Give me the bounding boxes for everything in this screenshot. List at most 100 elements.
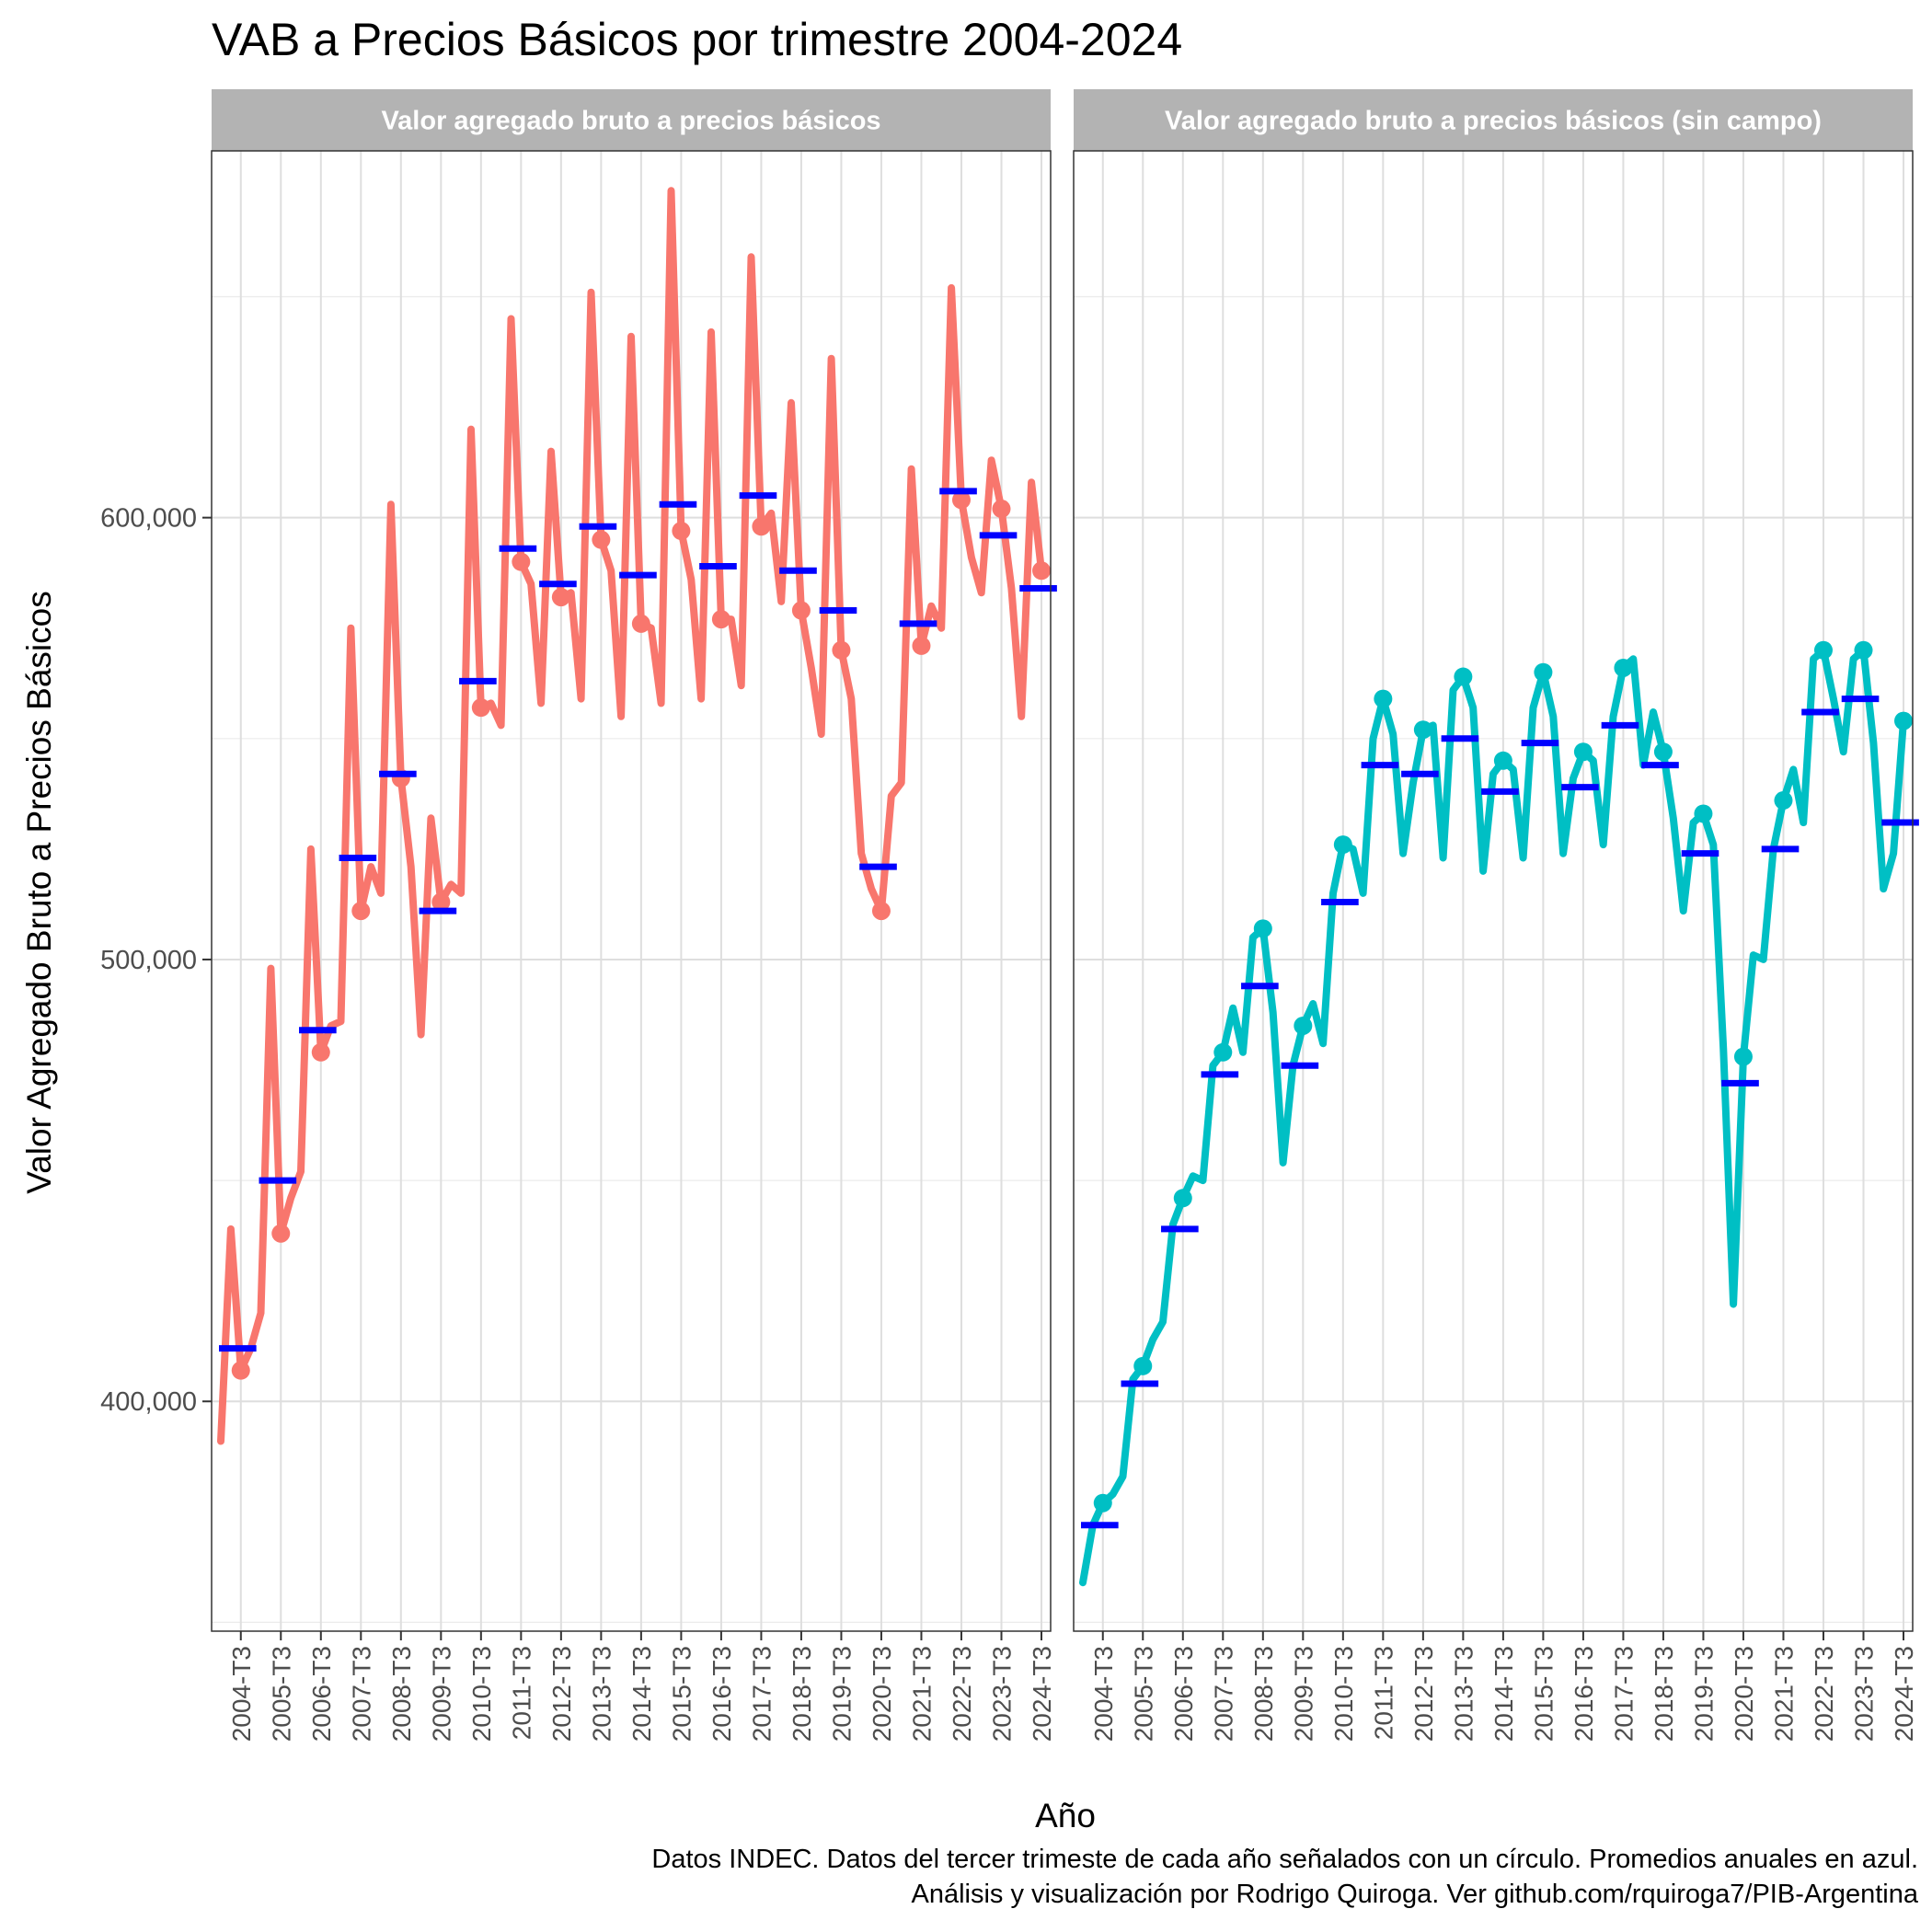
q3-point [311,1042,330,1062]
x-tick-label: 2004-T3 [1089,1646,1118,1742]
x-tick-label: 2015-T3 [667,1646,696,1742]
q3-point [1333,835,1352,855]
y-axis-title: Valor Agregado Bruto a Precios Básicos [20,591,58,1193]
x-tick-label: 2024-T3 [1028,1646,1056,1742]
q3-point [271,1224,291,1243]
caption-line-2: Análisis y visualización por Rodrigo Qui… [911,1880,1918,1909]
q3-point [1573,742,1593,762]
x-tick-label: 2022-T3 [1810,1646,1838,1742]
q3-point [1454,667,1473,686]
x-tick-label: 2021-T3 [907,1646,936,1742]
x-tick-label: 2019-T3 [827,1646,856,1742]
q3-point [1614,658,1633,677]
q3-point [791,601,811,620]
x-tick-label: 2022-T3 [948,1646,976,1742]
x-tick-label: 2011-T3 [1369,1646,1397,1740]
x-tick-label: 2010-T3 [467,1646,496,1742]
x-tick-label: 2013-T3 [587,1646,615,1742]
q3-point [551,588,570,607]
q3-point [1653,742,1673,762]
panel-2: Valor agregado bruto a precios básicos (… [1073,89,1919,1742]
q3-point [512,552,531,571]
x-tick-label: 2017-T3 [747,1646,776,1742]
q3-point [1093,1493,1112,1512]
x-tick-label: 2008-T3 [387,1646,416,1742]
x-tick-label: 2016-T3 [1570,1646,1598,1742]
q3-point [231,1361,250,1380]
x-tick-label: 2019-T3 [1689,1646,1718,1742]
x-tick-label: 2020-T3 [1730,1646,1758,1742]
q3-point [1173,1189,1192,1208]
q3-point [912,636,931,655]
x-tick-label: 2006-T3 [1169,1646,1198,1742]
panel-border [1073,150,1914,1632]
x-tick-label: 2004-T3 [227,1646,256,1742]
x-tick-label: 2012-T3 [547,1646,576,1742]
y-tick-label: 500,000 [100,946,197,975]
x-tick-label: 2016-T3 [707,1646,736,1742]
x-tick-label: 2018-T3 [788,1646,816,1742]
plot-background [1074,151,1913,1631]
q3-point [1813,640,1833,660]
x-tick-label: 2011-T3 [507,1646,535,1740]
panel-1: Valor agregado bruto a precios básicos 20… [100,89,1057,1742]
x-tick-label: 2005-T3 [1129,1646,1157,1742]
q3-point [1493,751,1512,770]
q3-point [1213,1042,1233,1062]
x-tick-label: 2020-T3 [868,1646,896,1742]
q3-point [711,610,730,629]
q3-point [1854,640,1873,660]
x-tick-label: 2017-T3 [1609,1646,1638,1742]
x-tick-label: 2007-T3 [1209,1646,1237,1742]
q3-point [631,614,650,633]
facet-strip [1074,89,1913,151]
q3-point [1413,720,1432,740]
x-tick-label: 2009-T3 [427,1646,455,1742]
q3-point [951,490,971,510]
series-line [217,187,1045,1445]
q3-point [1294,1016,1313,1035]
q3-point [1894,711,1913,730]
x-tick-label: 2012-T3 [1409,1646,1438,1742]
facet-strip-label: Valor agregado bruto a precios básicos (… [1165,107,1822,136]
x-tick-label: 2006-T3 [307,1646,336,1742]
x-tick-label: 2023-T3 [1849,1646,1878,1742]
x-tick-label: 2007-T3 [347,1646,375,1742]
x-tick-label: 2008-T3 [1249,1646,1278,1742]
q3-point [471,698,490,718]
x-tick-label: 2024-T3 [1890,1646,1918,1742]
q3-point [1374,689,1393,708]
x-tick-label: 2014-T3 [627,1646,656,1742]
x-tick-label: 2009-T3 [1289,1646,1317,1742]
x-tick-label: 2023-T3 [987,1646,1016,1742]
q3-point [1253,919,1272,938]
y-tick-label: 400,000 [100,1387,197,1417]
x-tick-label: 2010-T3 [1329,1646,1358,1742]
q3-point [1694,804,1713,823]
q3-point [431,892,451,912]
q3-point [1032,561,1051,581]
facet-strip [212,89,1051,151]
q3-point [351,902,371,921]
q3-point [1534,662,1553,682]
x-tick-label: 2018-T3 [1650,1646,1678,1742]
q3-point [752,517,771,536]
panel-border [211,150,1052,1632]
panels: Valor agregado bruto a precios básicos 20… [100,89,1919,1742]
q3-point [1774,791,1793,811]
q3-point [832,640,851,660]
x-tick-label: 2015-T3 [1529,1646,1558,1742]
q3-point [592,530,611,549]
q3-point [1133,1356,1153,1375]
caption-line-1: Datos INDEC. Datos del tercer trimeste d… [651,1845,1918,1874]
chart-title: VAB a Precios Básicos por trimestre 2004… [212,14,1182,65]
q3-point [1733,1047,1753,1066]
q3-point [992,500,1011,519]
x-tick-label: 2005-T3 [267,1646,295,1742]
x-tick-label: 2013-T3 [1449,1646,1478,1742]
q3-point [871,902,891,921]
q3-point [672,522,691,541]
facet-strip-label: Valor agregado bruto a precios básicos [381,107,880,136]
